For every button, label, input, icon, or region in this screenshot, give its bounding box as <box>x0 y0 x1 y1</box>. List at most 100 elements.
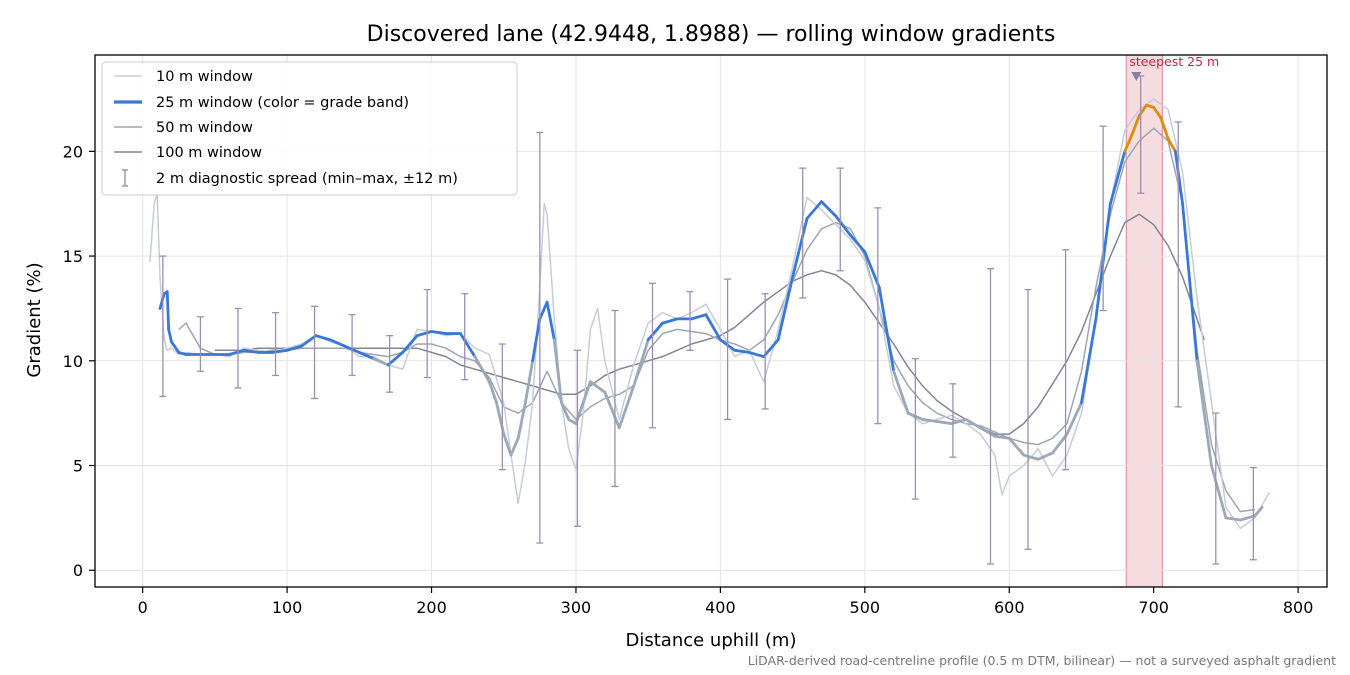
series-25m-segment <box>978 426 997 438</box>
x-tick-label: 700 <box>1138 598 1169 617</box>
series-25m-segment <box>993 434 1011 440</box>
series-25m-segment <box>632 338 650 388</box>
error-bar <box>498 343 506 471</box>
series-25m-segment <box>1166 137 1177 153</box>
series-25m-segment <box>357 351 376 361</box>
x-axis-label: Distance uphill (m) <box>626 630 797 651</box>
error-bar <box>1099 125 1107 312</box>
series-25m-segment <box>661 317 679 325</box>
series-25m-segment <box>863 250 881 289</box>
legend-label-errorbar: 2 m diagnostic spread (min–max, ±12 m) <box>156 171 458 187</box>
series-25m-segment <box>574 380 592 426</box>
error-bar <box>272 311 280 377</box>
series-25m-segment <box>242 348 260 354</box>
x-tick-label: 600 <box>994 598 1025 617</box>
series-25m-segment <box>372 357 390 367</box>
series-25m-segment <box>617 384 636 430</box>
series-25m-segment <box>603 390 621 430</box>
error-bar <box>461 293 469 381</box>
series-25m-segment <box>1123 133 1134 153</box>
series-25m-segment <box>964 418 982 430</box>
series-25m-segment <box>1108 149 1127 206</box>
series-25m-segment <box>1036 451 1054 461</box>
errorbar-layer <box>159 75 1257 565</box>
error-bar <box>986 267 994 565</box>
series-25m-segment <box>509 436 520 457</box>
y-axis-ticks: 0 5 10 15 20 <box>63 142 95 580</box>
error-bar <box>311 305 319 400</box>
error-bar <box>1174 121 1182 408</box>
x-tick-label: 100 <box>272 598 303 617</box>
series-25m-segment <box>950 418 968 426</box>
error-bar <box>799 167 807 299</box>
y-tick-label: 5 <box>73 457 83 476</box>
series-25m-segment <box>762 338 780 359</box>
error-bar <box>611 309 619 488</box>
series-25m-segment <box>820 200 838 218</box>
error-bar <box>1249 466 1257 561</box>
legend: 10 m window 25 m window (color = grade b… <box>101 61 518 196</box>
series-25m-segment <box>329 338 347 348</box>
steepest-annotation: steepest 25 m <box>1129 54 1219 69</box>
series-25m-segment <box>1007 436 1026 457</box>
series-25m-segment <box>1210 464 1228 520</box>
error-bar <box>836 167 844 272</box>
annotation-layer: steepest 25 m <box>1129 54 1219 81</box>
error-bar <box>761 293 769 410</box>
plot-frame <box>94 54 1328 588</box>
series-25m-segment <box>1195 359 1213 467</box>
series-25m-segment <box>776 275 795 342</box>
series-25m-segment <box>487 380 498 405</box>
series-25m-segment <box>300 334 318 348</box>
series-25m-segment <box>545 300 556 342</box>
steepest-band-layer <box>1125 54 1163 588</box>
legend-box <box>101 61 518 196</box>
y-tick-label: 10 <box>63 352 83 371</box>
series-25m-segment <box>167 327 173 344</box>
series-25m-segment <box>1253 506 1264 518</box>
series-25m-segment <box>170 340 181 354</box>
footnote: LiDAR-derived road-centreline profile (0… <box>748 653 1336 668</box>
legend-label-10m: 10 m window <box>156 69 253 85</box>
error-bar <box>348 314 356 377</box>
series-25m-segment <box>1022 453 1040 461</box>
series-25m-segment <box>1238 514 1257 522</box>
error-bar <box>196 316 204 372</box>
error-bar <box>874 207 882 425</box>
series-25m-segment <box>285 344 303 352</box>
y-tick-label: 20 <box>63 142 83 161</box>
error-bar <box>949 383 957 458</box>
series-25m-segment <box>401 334 419 354</box>
x-tick-label: 800 <box>1283 598 1314 617</box>
series-25m-segment <box>1152 105 1163 120</box>
series-25m-segment <box>704 313 722 342</box>
series-25m-segment <box>314 334 332 342</box>
legend-swatch-errorbar <box>122 169 128 187</box>
x-tick-label: 300 <box>561 598 592 617</box>
legend-label-50m: 50 m window <box>156 120 253 136</box>
error-bar <box>686 291 694 351</box>
series-25m-segment <box>386 351 405 367</box>
error-bar <box>536 131 544 544</box>
series-25m-segment <box>588 380 607 394</box>
error-bar <box>1024 288 1032 550</box>
x-tick-label: 500 <box>850 598 881 617</box>
series-line-100m <box>214 213 1205 435</box>
series-25m-segment <box>1080 317 1098 405</box>
y-tick-label: 15 <box>63 247 83 266</box>
series-25m-segment <box>747 351 766 359</box>
error-bar <box>724 278 732 421</box>
error-bar <box>159 255 167 398</box>
series-25m-segment <box>733 348 751 354</box>
chart-title: Discovered lane (42.9448, 1.8988) — roll… <box>367 22 1056 47</box>
series-25m-segment <box>1065 401 1083 436</box>
x-axis-ticks: 0 100 200 300 400 500 600 700 800 <box>138 587 1314 617</box>
error-bar <box>649 282 657 429</box>
series-25m-segment <box>502 432 513 457</box>
series-25m-segment <box>935 420 953 426</box>
error-bar <box>423 288 431 379</box>
legend-label-100m: 100 m window <box>156 145 262 161</box>
series-line-10m <box>149 98 1270 530</box>
series-25m-segment <box>791 216 809 279</box>
error-bar <box>1212 412 1220 565</box>
